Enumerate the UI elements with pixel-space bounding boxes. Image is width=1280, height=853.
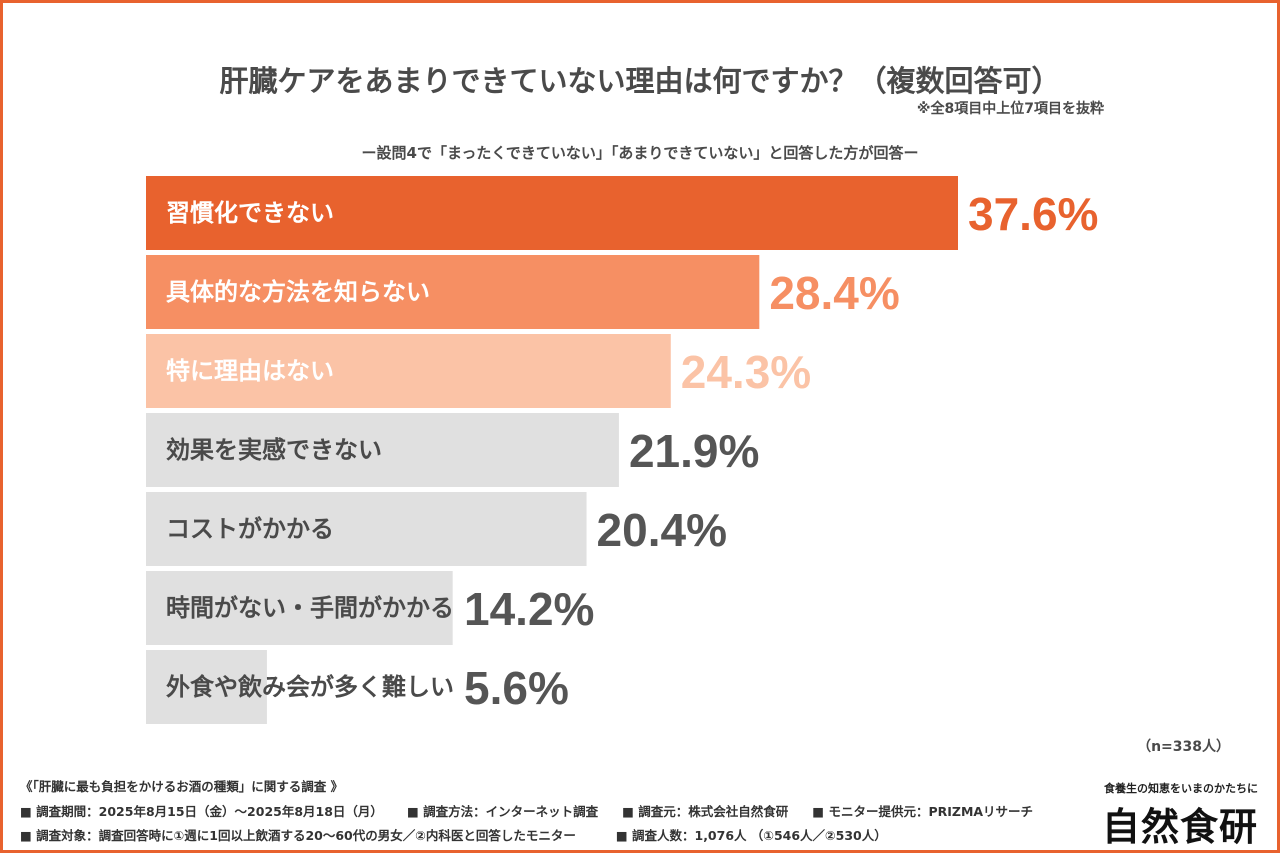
survey-target: ■ 調査対象：調査回答時に①週に1回以上飲酒する20～60代の男女／②内科医と回…	[20, 828, 576, 843]
footer-line-2: ■ 調査対象：調査回答時に①週に1回以上飲酒する20～60代の男女／②内科医と回…	[20, 825, 911, 844]
chart-subtitle: ー設問4で「まったくできていない」「あまりできていない」と回答した方が回答ー	[361, 144, 919, 162]
chart-note: ※全8項目中上位7項目を抜粋	[916, 101, 1104, 117]
bar	[146, 413, 619, 487]
value-label: 14.2%	[464, 583, 594, 635]
bar	[146, 334, 671, 408]
survey-period: ■ 調査期間：2025年8月15日（金）～2025年8月18日（月）	[20, 804, 383, 819]
logo: 自然食研	[1101, 805, 1258, 849]
bar	[146, 255, 760, 329]
value-label: 5.6%	[464, 662, 569, 714]
value-label: 24.3%	[681, 346, 811, 398]
bar	[146, 571, 453, 645]
value-label: 21.9%	[629, 425, 759, 477]
value-label: 28.4%	[769, 267, 899, 319]
value-label: 37.6%	[968, 188, 1098, 240]
survey-title: 《「肝臓に最も負担をかけるお酒の種類」に関する調査 》	[20, 779, 344, 794]
bar	[146, 650, 267, 724]
logo-tagline: 食養生の知恵をいまのかたちに	[1104, 782, 1258, 795]
monitor-provider: ■ モニター提供元：PRIZMAリサーチ	[812, 804, 1034, 819]
category-label: 時間がない・手間がかかる	[166, 594, 454, 622]
chart-title: 肝臓ケアをあまりできていない理由は何ですか？（複数回答可）	[219, 64, 1061, 98]
category-label: 具体的な方法を知らない	[166, 278, 430, 306]
sample-size: （n=338人）	[1137, 739, 1230, 755]
category-label: 特に理由はない	[166, 357, 334, 385]
survey-method: ■ 調査方法：インターネット調査	[406, 804, 599, 819]
value-label: 20.4%	[597, 504, 727, 556]
category-label: 外食や飲み会が多く難しい	[166, 673, 454, 701]
category-label: 効果を実感できない	[166, 436, 382, 464]
category-label: 習慣化できない	[166, 199, 334, 227]
category-label: コストがかかる	[166, 515, 334, 543]
bar	[146, 492, 587, 566]
footer-line-1: ■ 調査期間：2025年8月15日（金）～2025年8月18日（月） ■ 調査方法…	[20, 801, 1057, 820]
survey-count: ■ 調査人数：1,076人 （①546人／②530人）	[615, 828, 887, 843]
survey-source: ■ 調査元：株式会社自然食研	[622, 804, 789, 819]
bar	[146, 176, 958, 250]
